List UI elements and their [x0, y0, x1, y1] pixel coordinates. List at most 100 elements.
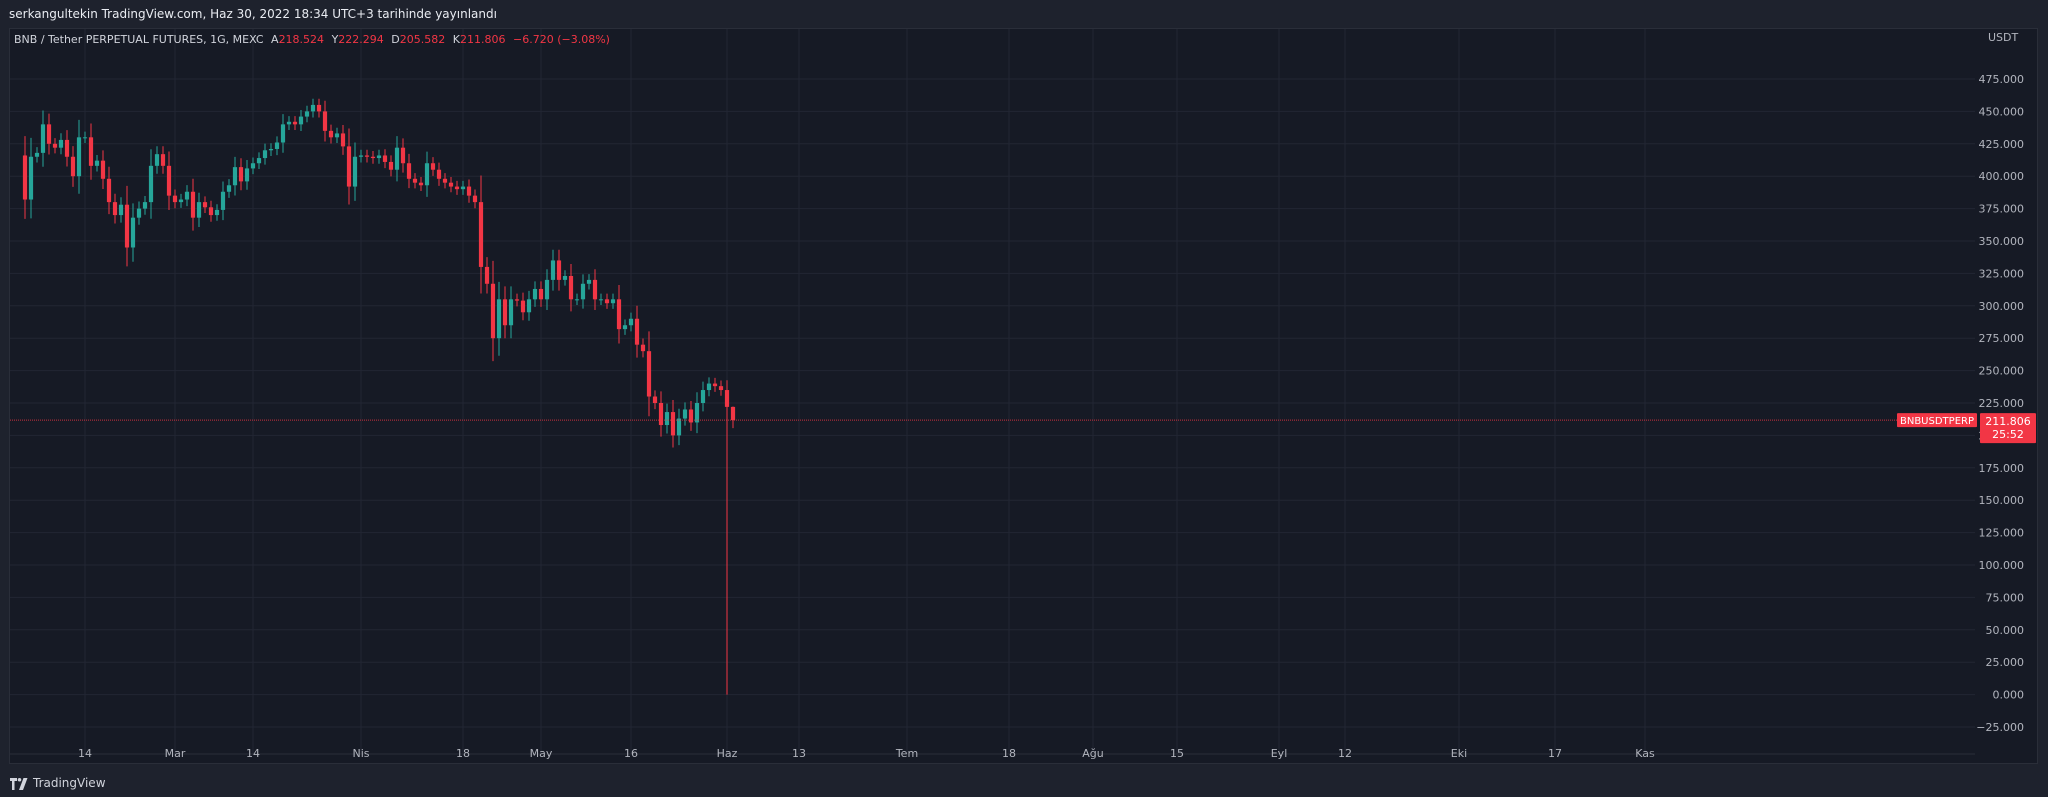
- y-tick-label: 225.000: [1979, 397, 2025, 410]
- candle: [454, 180, 460, 195]
- candle: [520, 292, 526, 321]
- svg-text:BNB / Tether PERPETUAL FUTURES: BNB / Tether PERPETUAL FUTURES, 1G, MEXC…: [14, 33, 610, 46]
- candle: [328, 124, 334, 144]
- candle: [334, 127, 340, 144]
- candle: [352, 142, 358, 201]
- candle: [448, 176, 454, 193]
- chart-frame[interactable]: 475.000 450.000 425.000 400.000 375.000 350.0…: [9, 28, 2038, 764]
- candle: [196, 192, 202, 228]
- candle-body: [244, 168, 250, 182]
- tradingview-brand[interactable]: TradingView: [10, 770, 106, 797]
- candle: [508, 286, 514, 339]
- candle-body: [46, 124, 52, 144]
- price-tag-bg: [1980, 413, 2036, 444]
- candle-body: [412, 178, 418, 183]
- candle-body: [346, 146, 352, 187]
- price-chart[interactable]: 475.000 450.000 425.000 400.000 375.000 350.0…: [10, 29, 2037, 763]
- y-tick-label: 25.000: [1986, 656, 2025, 669]
- x-tick-label: 18: [456, 747, 470, 760]
- candle-body: [28, 156, 34, 200]
- candle: [262, 143, 268, 165]
- candle-body: [484, 266, 490, 284]
- candle: [46, 113, 52, 155]
- candle: [322, 100, 328, 142]
- y-tick-label: 450.000: [1979, 105, 2025, 118]
- candle-body: [700, 390, 706, 403]
- candle-body: [130, 217, 136, 248]
- candle-body: [262, 150, 268, 159]
- candle: [496, 281, 502, 356]
- candle: [490, 260, 496, 362]
- candle-body: [340, 133, 346, 147]
- y-tick-label: 325.000: [1979, 267, 2025, 280]
- candle-body: [304, 111, 310, 117]
- candle-body: [598, 299, 604, 301]
- candle: [502, 286, 508, 339]
- candle-body: [418, 182, 424, 186]
- x-tick-label: 12: [1338, 747, 1352, 760]
- candle: [676, 408, 682, 446]
- candle-body: [388, 161, 394, 170]
- candle: [22, 136, 28, 219]
- candle: [106, 166, 112, 215]
- candle-body: [448, 182, 454, 187]
- candle: [274, 136, 280, 156]
- candle-body: [280, 124, 286, 143]
- candle: [478, 175, 484, 294]
- candle-body: [268, 148, 274, 151]
- candle-body: [454, 186, 460, 190]
- candle: [28, 137, 34, 219]
- candle: [214, 204, 220, 221]
- candle-body: [172, 195, 178, 203]
- footer-bar: TradingView: [0, 770, 2048, 797]
- candle-body: [274, 142, 280, 149]
- x-tick-label: Eki: [1451, 747, 1467, 760]
- candle: [316, 98, 322, 118]
- candle: [604, 293, 610, 309]
- candle-body: [610, 299, 616, 304]
- candle-body: [634, 318, 640, 345]
- candle-body: [196, 202, 202, 218]
- candle-body: [490, 283, 496, 339]
- candle: [148, 149, 154, 219]
- candle: [172, 189, 178, 209]
- y-tick-label: 100.000: [1979, 559, 2025, 572]
- candle-body: [520, 300, 526, 313]
- candle-body: [250, 163, 256, 169]
- candle: [142, 195, 148, 215]
- candle-body: [112, 202, 118, 216]
- x-tick-label: Haz: [717, 747, 738, 760]
- candle-body: [160, 154, 166, 166]
- candle-body: [334, 133, 340, 138]
- candle: [538, 281, 544, 307]
- candle-body: [370, 156, 376, 159]
- candle: [424, 151, 430, 197]
- candle-body: [508, 299, 514, 326]
- y-tick-label: 475.000: [1979, 73, 2025, 86]
- symbol-tag-bg: [1897, 413, 1977, 428]
- candle: [238, 158, 244, 191]
- y-tick-label: 425.000: [1979, 138, 2025, 151]
- candle: [436, 162, 442, 186]
- candle-body: [580, 283, 586, 300]
- candle: [550, 249, 556, 291]
- x-tick-label: 14: [246, 747, 260, 760]
- x-tick-label: Ağu: [1082, 747, 1103, 760]
- x-tick-label: 13: [792, 747, 806, 760]
- candle: [634, 305, 640, 358]
- candle: [280, 114, 286, 153]
- y-tick-label: −25.000: [1976, 721, 2024, 734]
- candle-body: [514, 299, 520, 301]
- candle: [118, 197, 124, 223]
- candle-body: [604, 299, 610, 304]
- candle-body: [724, 390, 730, 407]
- candle: [514, 293, 520, 307]
- candle: [184, 185, 190, 207]
- candle-body: [646, 351, 652, 397]
- ohlc-legend: BNB / Tether PERPETUAL FUTURES, 1G, MEXC…: [14, 33, 610, 46]
- y-tick-label: 400.000: [1979, 170, 2025, 183]
- candle-body: [532, 288, 538, 300]
- candle: [40, 110, 46, 167]
- x-tick-label: Nis: [352, 747, 369, 760]
- candle: [586, 274, 592, 290]
